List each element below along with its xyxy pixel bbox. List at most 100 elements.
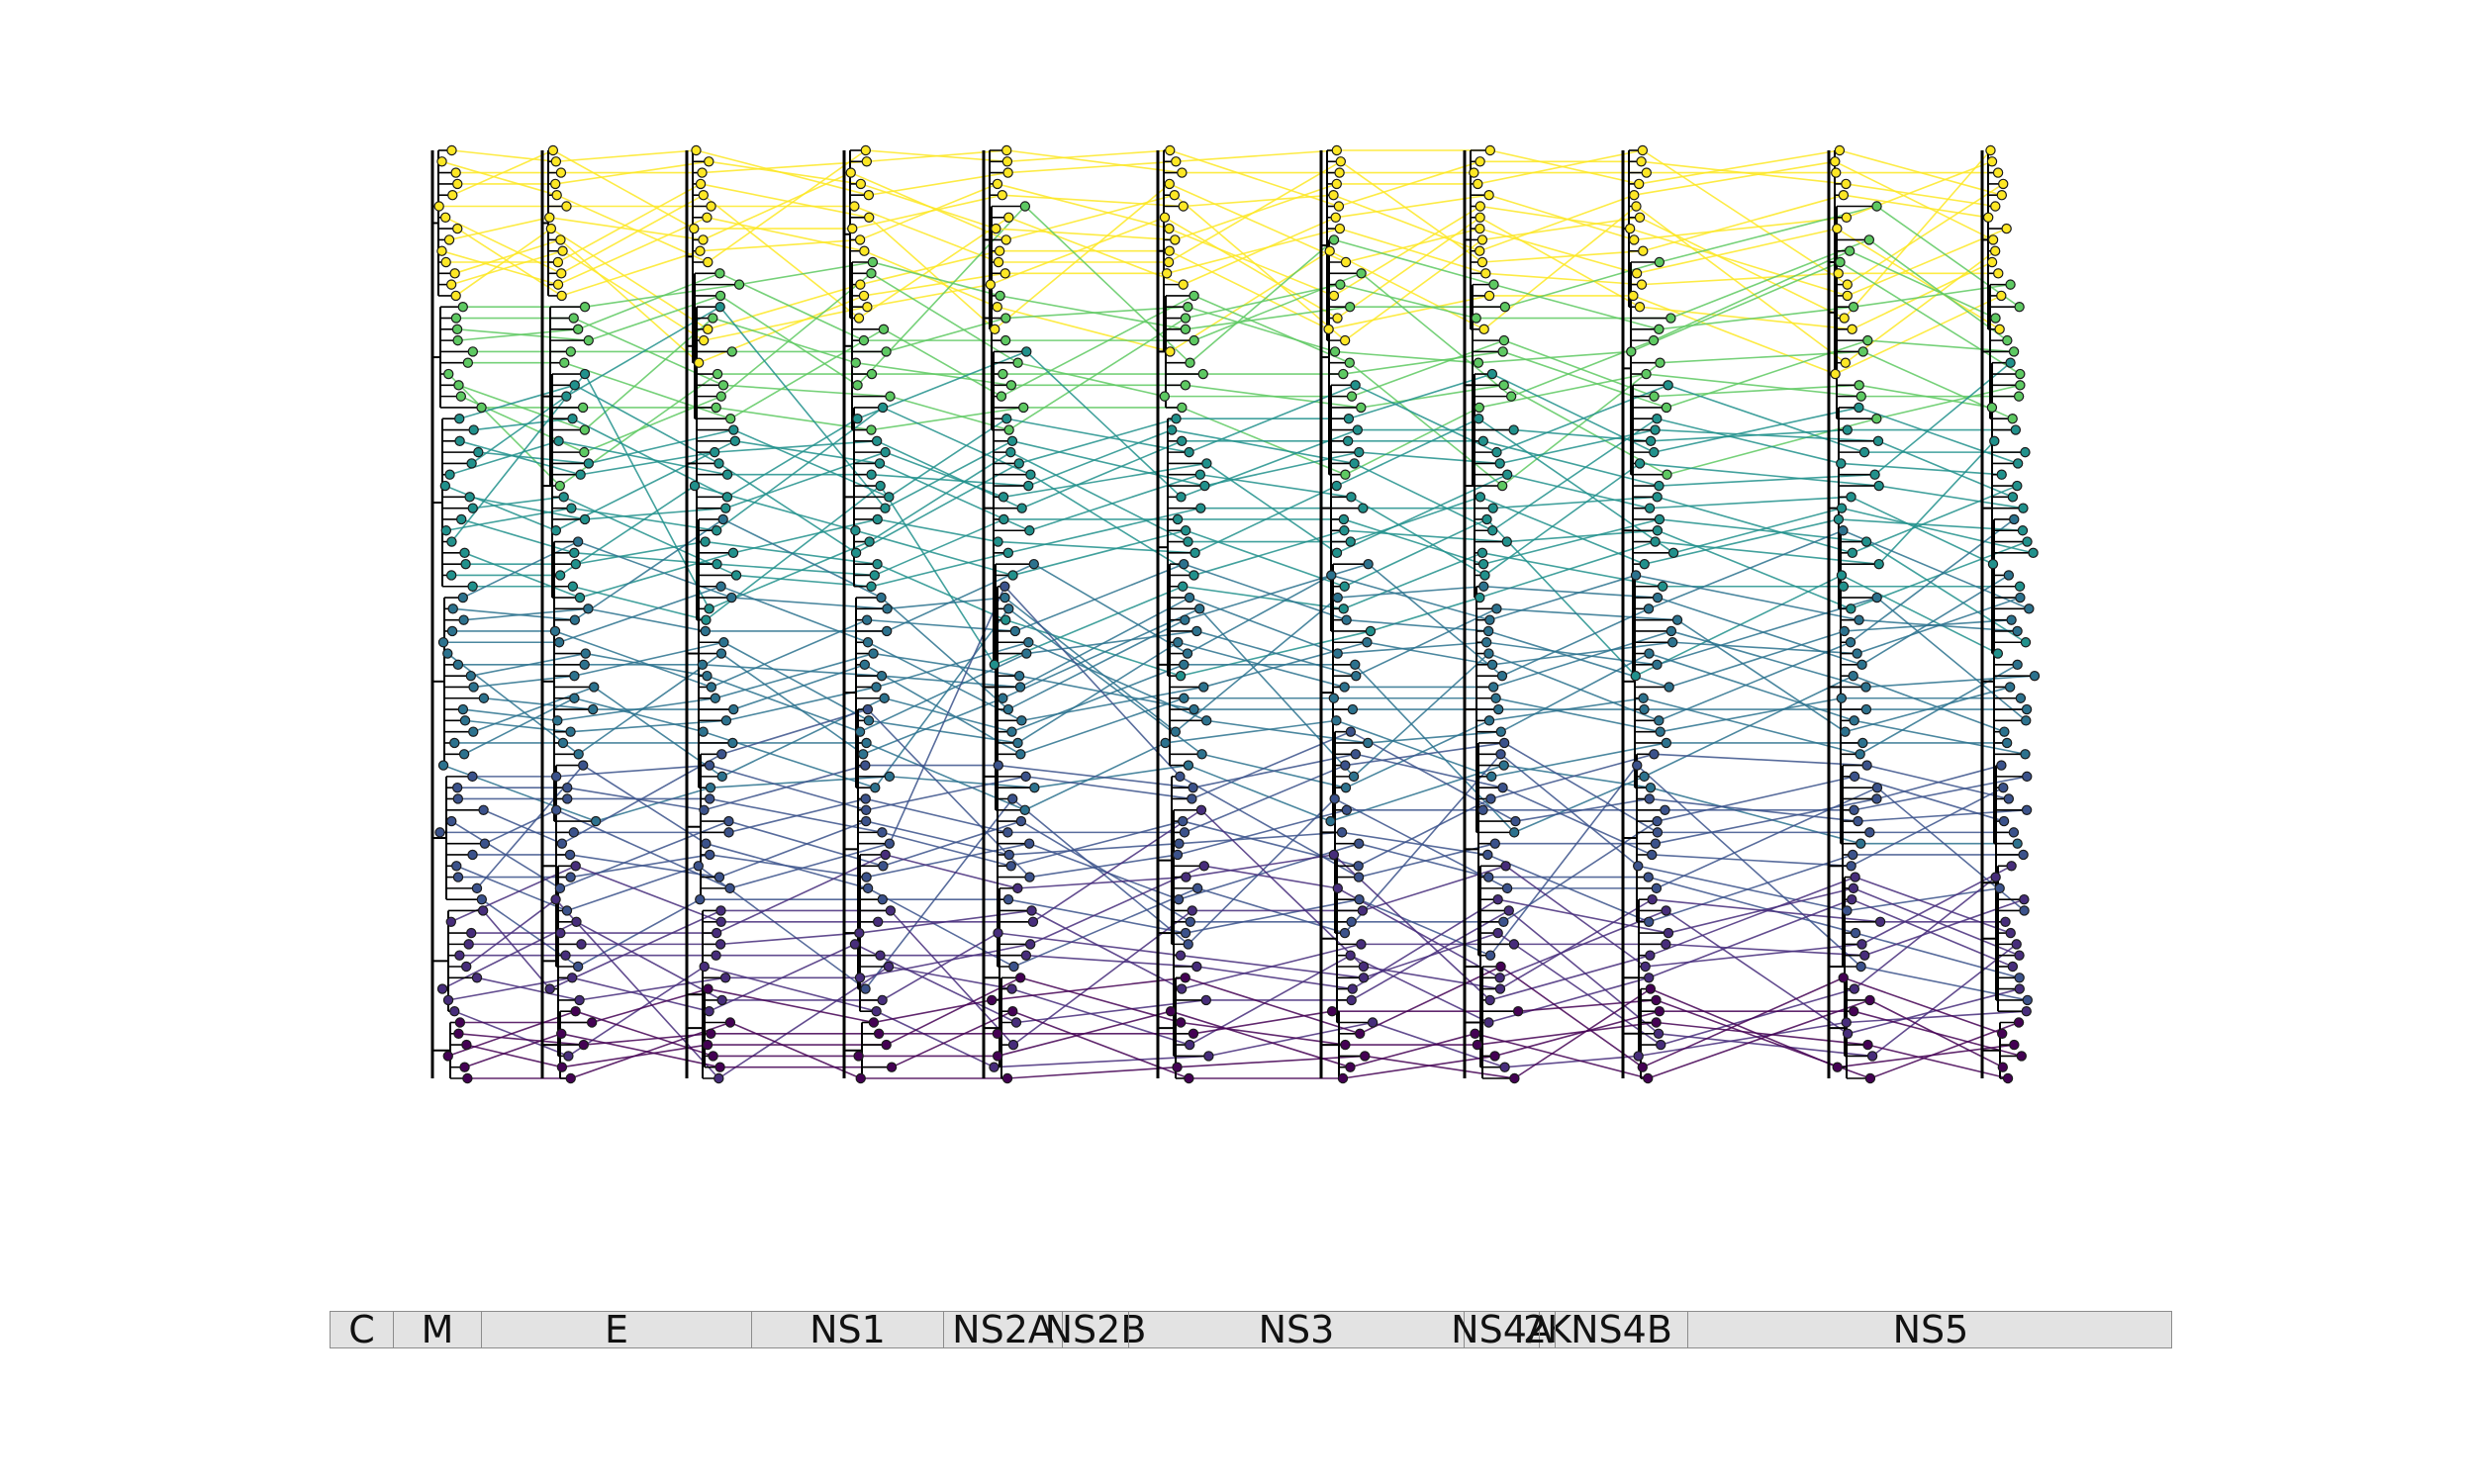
tip-marker: [1330, 212, 1341, 224]
tip-marker: [1831, 167, 1842, 178]
tip-marker: [1665, 313, 1676, 324]
tip-marker: [730, 570, 742, 581]
gene-segment-e: E: [481, 1311, 751, 1348]
connector-line: [876, 1010, 995, 1068]
tip-marker: [1491, 446, 1502, 458]
tip-marker: [1656, 1039, 1666, 1051]
tip-marker: [1489, 1051, 1500, 1062]
tip-marker: [1331, 715, 1342, 726]
connector-line: [1184, 764, 1346, 834]
tip-marker: [1626, 346, 1637, 357]
connector-line: [1340, 283, 1476, 320]
tip-marker: [457, 703, 469, 715]
tip-marker: [868, 648, 879, 659]
connector-line: [1852, 485, 2018, 554]
tip-marker: [999, 334, 1011, 346]
connector-line: [1177, 1055, 1366, 1068]
tip-marker: [866, 469, 877, 480]
tip-marker: [579, 424, 591, 435]
tip-marker: [1489, 838, 1500, 849]
connector-line: [869, 451, 1011, 543]
connector-line: [572, 417, 728, 499]
tip-marker: [442, 1051, 453, 1062]
connector-line: [1169, 249, 1329, 330]
connector-line: [1855, 876, 2011, 934]
tip-marker: [1629, 234, 1640, 245]
tip-marker: [1655, 357, 1665, 368]
tip-marker: [1029, 782, 1040, 793]
connector-line: [1853, 283, 2011, 309]
tip-marker: [440, 256, 451, 268]
tip-marker: [1481, 513, 1492, 525]
tip-marker: [1652, 815, 1663, 827]
tip-marker: [1353, 872, 1365, 882]
connector-line: [466, 1044, 563, 1068]
tip-marker: [1201, 715, 1212, 726]
tip-marker: [1331, 547, 1343, 559]
tip-marker: [556, 1028, 567, 1039]
tip-marker: [569, 693, 580, 703]
connector-line: [574, 384, 719, 465]
tip-marker: [1645, 950, 1656, 961]
tip-marker: [578, 1039, 589, 1051]
tip-marker: [557, 737, 569, 749]
tip-marker: [1185, 916, 1196, 927]
tip-marker: [1331, 144, 1343, 156]
connector-line: [883, 328, 1002, 398]
tip-marker: [572, 961, 584, 973]
tip-marker: [446, 625, 458, 637]
tip-marker: [1171, 156, 1182, 167]
connector-line: [441, 160, 557, 196]
tip-marker: [993, 536, 1003, 547]
connector-line: [1025, 350, 1183, 498]
tip-marker: [568, 827, 579, 838]
tip-marker: [1841, 1017, 1852, 1028]
connector-line: [1337, 217, 1481, 320]
connector-line: [576, 921, 722, 1001]
tip-marker: [1830, 368, 1841, 380]
tip-marker: [1484, 614, 1495, 625]
tip-marker: [854, 927, 865, 939]
tip-marker: [452, 223, 463, 234]
connector-line: [1852, 261, 1993, 330]
tip-marker: [881, 346, 892, 357]
tip-marker: [987, 994, 998, 1006]
connector-line: [1355, 607, 1497, 677]
tip-marker: [1178, 815, 1189, 827]
tip-marker: [1871, 414, 1882, 424]
tip-marker: [1191, 625, 1202, 637]
tip-marker: [877, 893, 888, 905]
tip-marker: [1476, 234, 1488, 245]
connector-line: [472, 496, 564, 510]
connector-line: [561, 249, 701, 297]
connector-line: [1513, 776, 1645, 834]
tip-marker: [1352, 424, 1364, 435]
connector-line: [1499, 428, 1656, 465]
connector-line: [1178, 842, 1360, 900]
connector-line: [1491, 641, 1673, 666]
tip-marker: [1629, 190, 1640, 201]
connector-line: [1344, 529, 1507, 543]
tip-marker: [1179, 693, 1189, 703]
connector-line: [1636, 764, 1862, 968]
connector-line: [473, 417, 573, 431]
tip-marker: [1024, 939, 1036, 950]
connector-line: [584, 317, 714, 431]
tip-marker: [1510, 815, 1521, 827]
tip-marker: [1856, 659, 1867, 671]
tip-marker: [720, 503, 731, 513]
tip-marker: [1184, 1072, 1194, 1084]
tip-marker: [447, 603, 458, 614]
tip-marker: [1652, 592, 1664, 603]
tip-marker: [1005, 446, 1016, 458]
tip-marker: [876, 592, 887, 603]
tip-marker: [459, 715, 471, 726]
tip-marker: [476, 893, 488, 905]
tip-marker: [552, 715, 563, 726]
tip-marker: [1854, 614, 1864, 625]
tip-marker: [885, 905, 897, 916]
connector-line: [1871, 943, 2018, 1058]
connector-line: [718, 820, 867, 879]
connector-line: [1185, 563, 1369, 621]
tip-marker: [1508, 827, 1520, 838]
